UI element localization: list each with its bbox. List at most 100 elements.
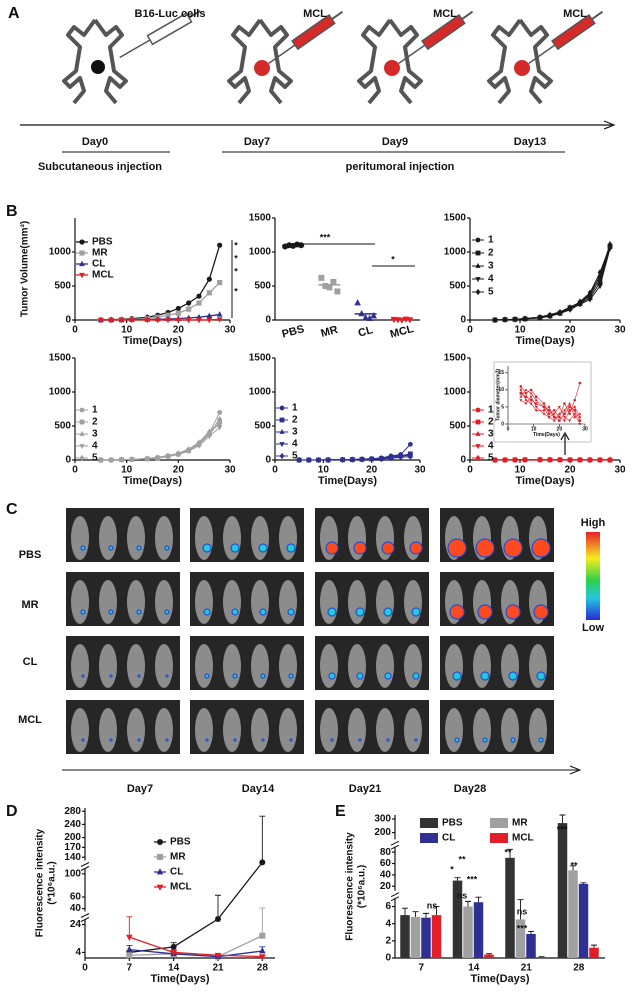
series-line — [520, 396, 581, 425]
mouse-silhouette — [223, 644, 241, 688]
significance-label: * — [450, 864, 454, 874]
y-tick-label: 140 — [64, 852, 81, 863]
error-bar — [486, 953, 492, 955]
legend-label: 4 — [292, 439, 298, 450]
y-tick-label: 0 — [65, 455, 71, 466]
marker — [175, 310, 181, 316]
bar — [452, 880, 463, 958]
y-tick-label: 100 — [64, 868, 81, 879]
mouse-silhouette — [445, 708, 463, 752]
y-tick-label: 20 — [380, 881, 392, 892]
syringe — [268, 10, 344, 64]
marker — [577, 456, 583, 464]
bli-signal — [164, 609, 170, 615]
bar — [515, 919, 526, 958]
panel-label: C — [6, 501, 18, 518]
marker — [573, 405, 577, 409]
marker — [475, 454, 481, 462]
marker — [567, 305, 573, 312]
series-line — [494, 246, 611, 321]
legend-label: 3 — [488, 429, 494, 440]
bli-signal — [475, 538, 495, 558]
y-tick-label: 4 — [75, 947, 81, 958]
marker — [206, 434, 212, 440]
marker — [475, 262, 481, 268]
day-label: Day21 — [349, 783, 381, 795]
mouse-silhouette — [348, 708, 366, 752]
marker — [597, 280, 603, 285]
day-label: Day13 — [514, 136, 546, 148]
x-tick-label: 0 — [272, 465, 278, 476]
marker — [79, 419, 85, 425]
error-bar — [215, 894, 221, 919]
legend-label: MR — [170, 852, 186, 863]
mouse-silhouette — [71, 708, 89, 752]
legend-label: MCL — [92, 270, 114, 281]
series-line — [494, 245, 611, 321]
marker — [206, 430, 212, 437]
x-tick-label: 0 — [82, 963, 88, 974]
error-bar — [259, 815, 266, 863]
legend-label: PBS — [442, 818, 463, 829]
bli-signal — [477, 604, 493, 620]
marker — [537, 456, 543, 463]
error-bar — [465, 900, 471, 907]
bli-signal — [108, 609, 114, 615]
mouse-silhouette — [127, 516, 145, 560]
mouse-silhouette — [529, 708, 547, 752]
marker — [170, 950, 177, 957]
marker — [502, 316, 508, 323]
marker — [185, 317, 192, 324]
marker — [306, 456, 312, 464]
mouse-silhouette — [195, 708, 213, 752]
bli-signal — [510, 737, 516, 743]
marker — [170, 943, 177, 950]
group-label: MR — [21, 599, 38, 611]
bli-signal — [531, 538, 551, 558]
x-axis-label: Time(Days) — [318, 475, 377, 487]
marker — [475, 277, 481, 283]
marker — [542, 405, 546, 408]
marker — [475, 250, 481, 256]
marker — [340, 456, 346, 464]
mouse-silhouette — [195, 580, 213, 624]
y-tick-label: 6 — [385, 901, 391, 912]
bli-signal — [137, 738, 141, 742]
marker — [587, 295, 593, 300]
bli-signal — [447, 538, 467, 558]
marker — [217, 280, 223, 286]
marker — [519, 399, 523, 402]
x-axis-label: Time(Days) — [515, 335, 574, 347]
mouse-silhouette — [376, 708, 394, 752]
panel-label: A — [8, 5, 20, 22]
marker — [217, 416, 223, 423]
error-bar — [433, 906, 440, 916]
x-tick-label: PBS — [281, 323, 306, 340]
y-axis-label: (*10⁶a.u.) — [47, 861, 58, 905]
colorbar-label: High — [581, 517, 606, 529]
x-tick-label: 10 — [514, 325, 526, 336]
marker — [542, 412, 546, 416]
error-bar — [517, 899, 524, 920]
axis-break — [80, 913, 90, 922]
marker — [492, 456, 498, 464]
bli-signal — [414, 738, 418, 742]
series-line — [520, 389, 581, 421]
series-line — [129, 861, 263, 954]
series-line — [494, 243, 611, 321]
marker — [475, 407, 481, 413]
marker — [547, 312, 553, 319]
legend-label: 2 — [488, 248, 494, 259]
mouse-silhouette — [279, 708, 297, 752]
marker — [126, 952, 133, 959]
marker — [217, 410, 223, 415]
marker — [157, 839, 163, 845]
x-axis-label: Time(Days) — [150, 973, 209, 985]
marker — [98, 456, 104, 464]
bar — [473, 902, 484, 958]
legend-label: 2 — [92, 417, 98, 428]
marker — [563, 418, 566, 423]
bli-signal — [204, 673, 210, 679]
phase-label: peritumoral injection — [346, 161, 455, 173]
bli-signal — [137, 674, 141, 678]
